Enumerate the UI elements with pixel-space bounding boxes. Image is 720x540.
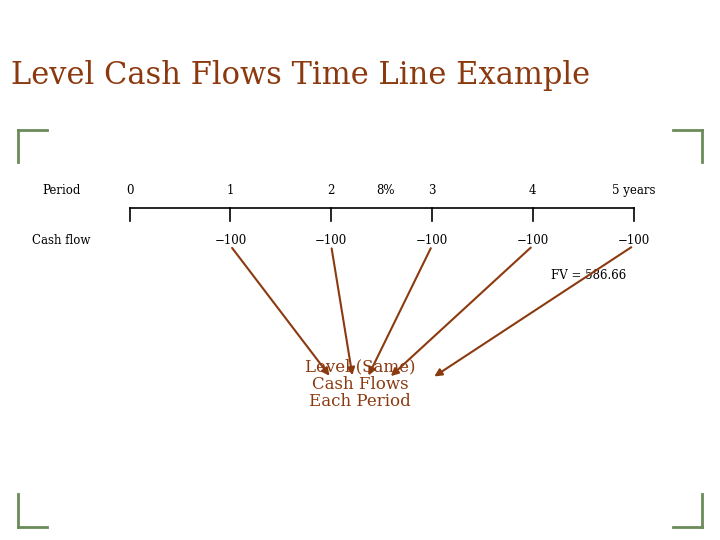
Text: −100: −100 bbox=[416, 234, 448, 247]
Text: 4: 4 bbox=[529, 184, 536, 197]
Text: Cash Flows: Cash Flows bbox=[312, 376, 408, 393]
Text: 5 years: 5 years bbox=[612, 184, 655, 197]
Text: −100: −100 bbox=[215, 234, 246, 247]
Text: −100: −100 bbox=[618, 234, 649, 247]
Text: −100: −100 bbox=[315, 234, 347, 247]
Text: Each Period: Each Period bbox=[309, 394, 411, 410]
Text: Period: Period bbox=[42, 184, 81, 197]
Text: Cash flow: Cash flow bbox=[32, 234, 91, 247]
Text: Level Cash Flows Time Line Example: Level Cash Flows Time Line Example bbox=[11, 60, 590, 91]
Text: −100: −100 bbox=[517, 234, 549, 247]
Text: FV = 586.66: FV = 586.66 bbox=[551, 269, 626, 282]
Text: Level (Same): Level (Same) bbox=[305, 359, 415, 375]
Text: 2: 2 bbox=[328, 184, 335, 197]
Text: 1: 1 bbox=[227, 184, 234, 197]
Text: 3: 3 bbox=[428, 184, 436, 197]
Text: 0: 0 bbox=[126, 184, 133, 197]
Text: 8%: 8% bbox=[376, 184, 395, 197]
